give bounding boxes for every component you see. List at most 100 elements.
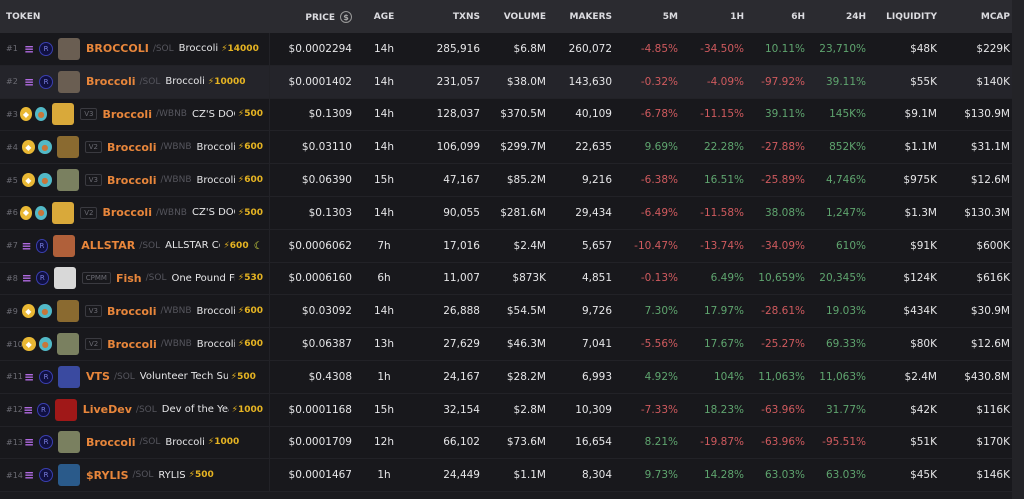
table-row[interactable]: #14 ≡ R $RYLIS/SOL RYLIS ⚡500 $0.0001467 1h 24,4… — [0, 459, 1012, 493]
raydium-icon: R — [39, 41, 53, 56]
change-h6-cell: -25.89% — [761, 174, 805, 187]
table-row[interactable]: #1 ≡ R BROCCOLI/SOL Broccoli ⚡14000 $0.0002294… — [0, 33, 1012, 66]
price-cell: $0.06387 — [301, 338, 352, 351]
col-token[interactable]: TOKEN — [0, 0, 270, 33]
makers-cell: 40,109 — [575, 108, 612, 121]
col-5m[interactable]: 5M — [662, 11, 678, 22]
col-mcap[interactable]: MCAP — [980, 11, 1010, 22]
table-row[interactable]: #4 ◆ ● V2 Broccoli/WBNB Broccoli ⚡600 $0.03110 1… — [0, 131, 1012, 165]
price-cell: $0.0001402 — [288, 75, 352, 88]
mcap-cell: $170K — [976, 436, 1010, 449]
token-name: Volunteer Tech Supp — [139, 371, 228, 383]
boost-badge: ⚡600 — [237, 306, 263, 317]
col-liquidity[interactable]: LIQUIDITY — [886, 11, 937, 22]
change-m5-cell: -10.47% — [634, 239, 678, 252]
table-row[interactable]: #5 ◆ ● V3 Broccoli/WBNB Broccoli ⚡600 $0.06390 1… — [0, 164, 1012, 197]
token-avatar — [58, 464, 80, 487]
token-symbol: BROCCOLI — [86, 42, 149, 56]
change-h1-cell: 17.67% — [703, 338, 744, 351]
change-h1-cell: 18.23% — [703, 403, 744, 416]
token-avatar — [58, 70, 80, 93]
rank: #3 — [6, 109, 18, 119]
solana-icon: ≡ — [23, 402, 34, 417]
col-24h[interactable]: 24H — [845, 11, 866, 22]
col-makers[interactable]: MAKERS — [569, 11, 612, 22]
makers-cell: 143,630 — [568, 75, 612, 88]
txns-cell: 17,016 — [443, 239, 480, 252]
price-cell: $0.0001467 — [288, 469, 352, 482]
liquidity-cell: $51K — [910, 436, 937, 449]
token-symbol: VTS — [86, 370, 110, 384]
token-name: Broccoli — [196, 141, 235, 153]
pancakeswap-icon: ● — [38, 337, 52, 352]
table-body: #1 ≡ R BROCCOLI/SOL Broccoli ⚡14000 $0.0002294… — [0, 33, 1012, 493]
change-h24-cell: 20,345% — [819, 272, 866, 285]
rank: #11 — [6, 372, 23, 382]
makers-cell: 5,657 — [581, 239, 612, 252]
scrollbar[interactable] — [1012, 0, 1024, 499]
token-symbol: Broccoli — [102, 107, 152, 121]
solana-icon: ≡ — [23, 435, 35, 450]
solana-icon: ≡ — [23, 468, 35, 483]
col-volume[interactable]: VOLUME — [503, 11, 546, 22]
mcap-cell: $616K — [976, 272, 1010, 285]
makers-cell: 9,216 — [581, 174, 612, 187]
quote-token: /SOL — [139, 76, 161, 87]
boost-badge: ⚡10000 — [207, 76, 246, 87]
volume-cell: $28.2M — [506, 370, 546, 383]
col-1h[interactable]: 1H — [730, 11, 744, 22]
table-row[interactable]: #12≡R LiveDev/SOL Dev of the Year⚡1000 $0.0… — [0, 393, 1012, 427]
table-row[interactable]: #10 ◆ ● V2 Broccoli/WBNB Broccoli ⚡600 $0.06387… — [0, 328, 1012, 361]
change-h6-cell: 10,659% — [758, 272, 805, 285]
quote-token: /WBNB — [155, 207, 187, 218]
token-name: Broccoli — [196, 305, 235, 317]
token-name: CZ'S DOG — [191, 207, 235, 219]
table-row[interactable]: #2 ≡ R Broccoli/SOL Broccoli ⚡10000 $0.0001402… — [0, 65, 1012, 99]
token-cell: #14 ≡ R $RYLIS/SOL RYLIS ⚡500 — [0, 459, 270, 492]
rank: #8 — [6, 273, 18, 283]
makers-cell: 22,635 — [575, 141, 612, 154]
makers-cell: 10,309 — [575, 403, 612, 416]
table-row[interactable]: #7≡R ALLSTAR/SOL ALLSTAR Coi⚡600 ☾ $0.000606… — [0, 229, 1012, 263]
col-age[interactable]: AGE — [373, 11, 395, 22]
token-name: Broccoli — [196, 174, 235, 186]
boost-badge: ⚡500 — [230, 371, 256, 382]
token-symbol: Broccoli — [86, 435, 136, 449]
boost-badge: ⚡500 — [237, 207, 264, 218]
volume-cell: $38.0M — [506, 75, 546, 88]
token-name: CZ'S DOG — [191, 108, 235, 120]
table-row[interactable]: #11≡ R VTS/SOL Volunteer Tech Supp⚡500 $0.43… — [0, 360, 1012, 394]
mcap-cell: $146K — [976, 469, 1010, 482]
col-6h[interactable]: 6H — [791, 11, 805, 22]
quote-token: /WBNB — [160, 175, 192, 186]
rank: #2 — [6, 77, 18, 87]
volume-cell: $299.7M — [500, 141, 546, 154]
solana-icon: ≡ — [23, 74, 35, 89]
quote-token: /SOL — [132, 470, 154, 481]
table-row[interactable]: #13 ≡ R Broccoli/SOL Broccoli ⚡1000 $0.0001709… — [0, 426, 1012, 460]
table-row[interactable]: #3◆● V3 Broccoli/WBNB CZ'S DOG⚡500 $0.1309 14… — [0, 98, 1012, 132]
rank: #10 — [6, 339, 23, 349]
change-m5-cell: -4.85% — [640, 42, 678, 55]
makers-cell: 7,041 — [581, 338, 612, 351]
col-txns[interactable]: TXNS — [452, 11, 480, 22]
liquidity-cell: $45K — [910, 469, 937, 482]
bnb-icon: ◆ — [19, 205, 33, 220]
col-price[interactable]: PRICE $ — [270, 10, 358, 23]
table-row[interactable]: #6◆● V2 Broccoli/WBNB CZ'S DOG⚡500 $0.1303 14… — [0, 196, 1012, 230]
token-name: ALLSTAR Coi — [165, 240, 220, 252]
table-row[interactable]: #9 ◆ ● V3 Broccoli/WBNB Broccoli ⚡600 $0.03092 1… — [0, 295, 1012, 329]
change-h1-cell: -13.74% — [700, 239, 744, 252]
boost-badge: ⚡1000 — [231, 404, 263, 415]
currency-toggle-icon[interactable]: $ — [340, 10, 352, 23]
rank: #14 — [6, 470, 23, 480]
token-cell: #7≡R ALLSTAR/SOL ALLSTAR Coi⚡600 ☾ — [0, 229, 270, 262]
pancakeswap-icon: ● — [35, 107, 48, 122]
bnb-icon: ◆ — [19, 107, 33, 122]
table-row[interactable]: #8≡R CPMM Fish/SOL One Pound Fis⚡530 $0.0006… — [0, 262, 1012, 296]
version-badge: V2 — [85, 338, 103, 351]
change-h6-cell: 38.08% — [764, 206, 805, 219]
quote-token: /WBNB — [160, 306, 192, 317]
change-h24-cell: 145K% — [829, 108, 866, 121]
